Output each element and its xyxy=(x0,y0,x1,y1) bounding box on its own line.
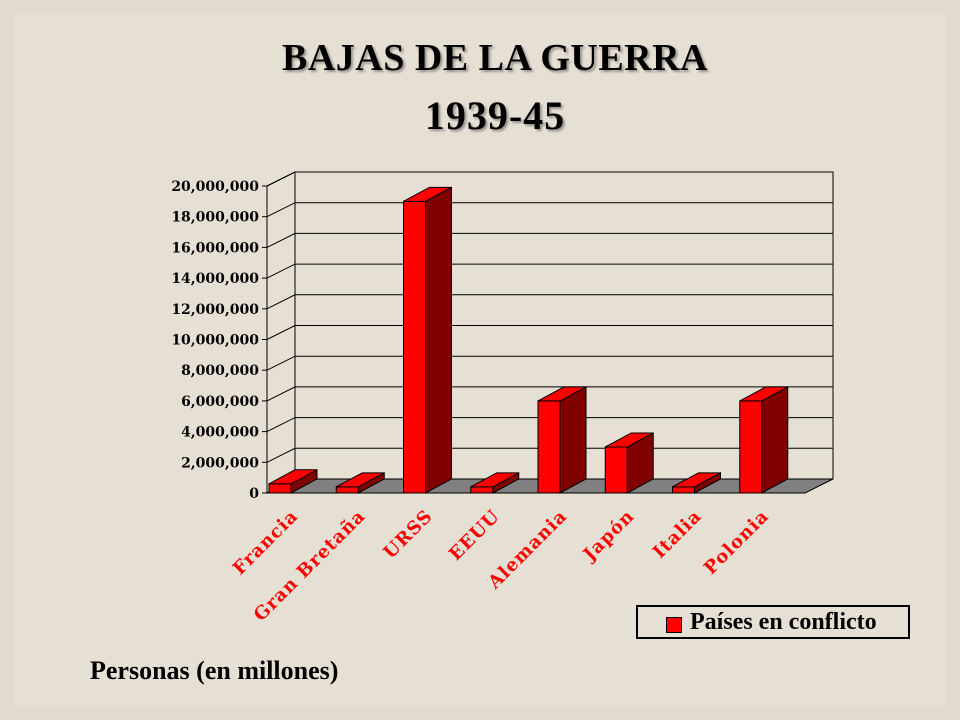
category-label: Polonia xyxy=(700,506,773,579)
y-tick-label: 10,000,000 xyxy=(171,333,259,349)
y-tick-label: 18,000,000 xyxy=(171,210,259,226)
bar-side xyxy=(761,386,789,494)
y-tick-label: 4,000,000 xyxy=(181,425,259,441)
legend: Países en conflicto xyxy=(636,605,910,639)
gridline xyxy=(266,232,833,248)
gridline xyxy=(266,417,833,433)
bar-top xyxy=(672,472,721,488)
category-label: Gran Bretaña xyxy=(250,506,370,626)
chart-title: BAJAS DE LA GUERRA xyxy=(281,37,709,79)
bar-front xyxy=(672,486,695,494)
bar-front xyxy=(537,400,561,494)
bar-front xyxy=(268,483,292,494)
chart-subtitle: 1939-45 xyxy=(424,93,566,138)
category-label: Japón xyxy=(578,506,639,567)
bar-side xyxy=(559,386,587,494)
category-label: Italia xyxy=(649,506,706,563)
y-tick-label: 16,000,000 xyxy=(171,240,259,256)
caption: Personas (en millones) xyxy=(90,656,339,685)
bar-top xyxy=(336,472,385,488)
gridline xyxy=(266,355,833,371)
y-tick-label: 14,000,000 xyxy=(171,271,259,287)
slide-frame xyxy=(14,14,946,706)
y-tick-label: 20,000,000 xyxy=(171,179,259,195)
bar-front xyxy=(335,486,359,494)
category-label: URSS xyxy=(380,506,437,563)
y-tick-label: 2,000,000 xyxy=(181,455,259,471)
legend-label: Países en conflicto xyxy=(690,609,877,635)
category-label: EEUU xyxy=(445,506,504,565)
y-tick-label: 0 xyxy=(249,486,259,502)
gridline xyxy=(266,171,833,187)
y-tick-label: 12,000,000 xyxy=(171,302,259,318)
y-tick-label: 6,000,000 xyxy=(181,394,259,410)
gridline xyxy=(266,263,833,279)
bar-front xyxy=(403,200,426,494)
bar-front xyxy=(739,400,763,494)
bar-side xyxy=(425,186,452,494)
gridline xyxy=(266,294,833,310)
y-tick-label: 8,000,000 xyxy=(181,363,259,379)
gridline xyxy=(266,386,833,402)
bar-top xyxy=(268,469,318,485)
bar-top xyxy=(403,186,452,202)
gridline xyxy=(266,325,833,340)
bar-top xyxy=(537,386,587,402)
legend-swatch xyxy=(666,617,682,633)
bar-top xyxy=(470,472,519,488)
gridline xyxy=(266,202,833,218)
bar-top xyxy=(739,386,788,402)
bar-top xyxy=(605,432,654,448)
bar-front xyxy=(470,486,494,494)
bar-front xyxy=(604,446,628,494)
